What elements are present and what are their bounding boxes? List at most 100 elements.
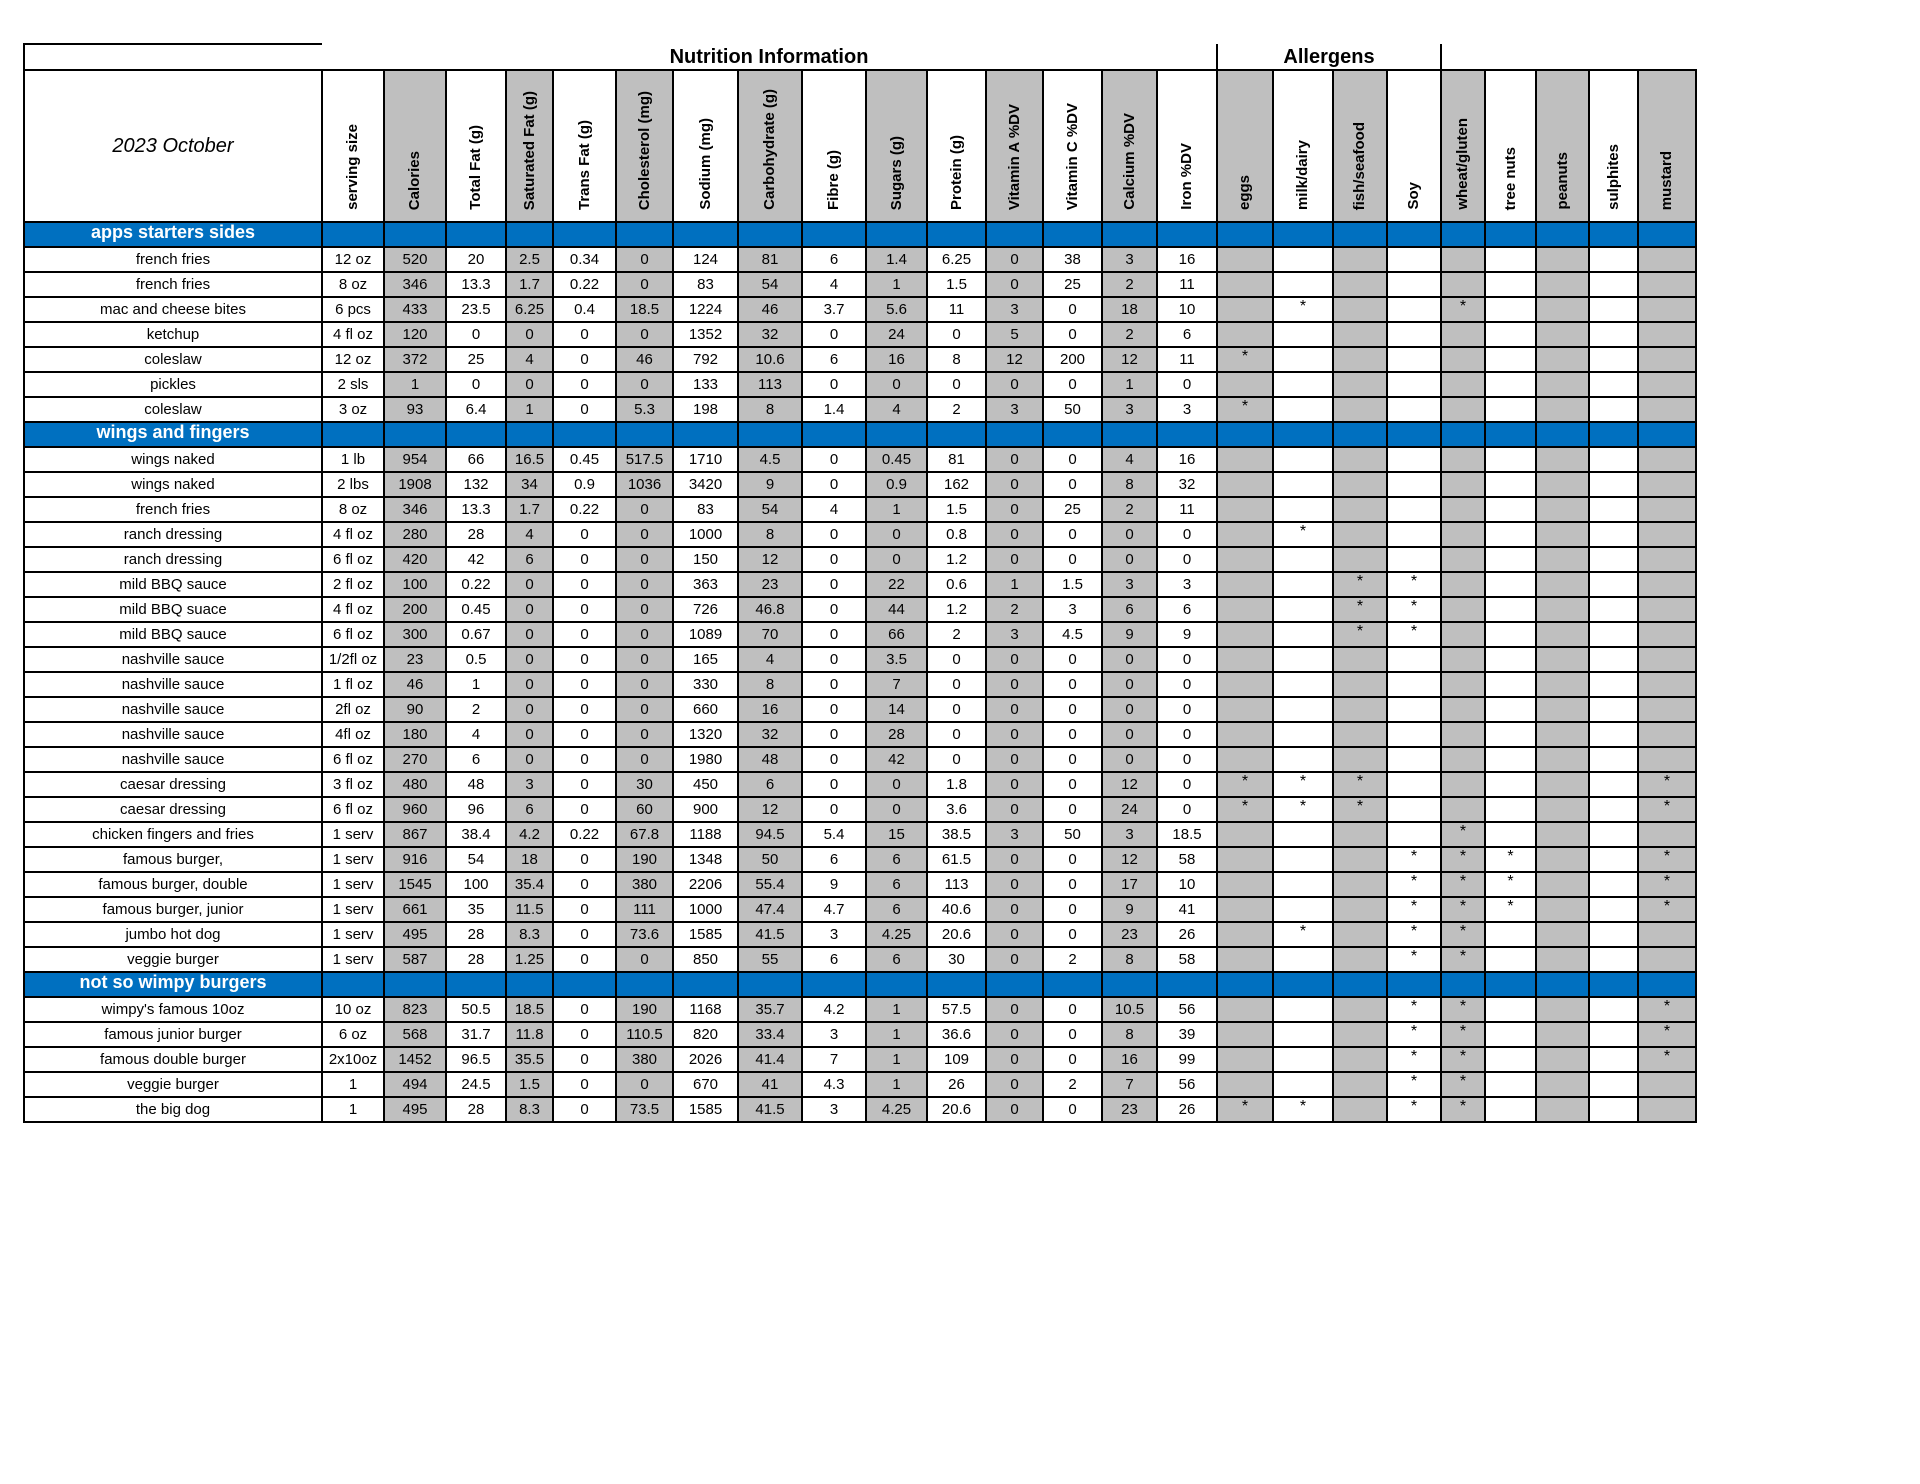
value-cell: 4 (737, 646, 803, 673)
allergen-cell (1216, 921, 1274, 948)
allergen-cell (1484, 696, 1537, 723)
nutrition-sheet: Nutrition Information Allergens 2023 Octob… (23, 43, 1697, 1123)
value-cell: 0 (1042, 521, 1103, 548)
column-header-label: Saturated Fat (g) (520, 90, 538, 210)
value-cell: 495 (383, 1096, 447, 1123)
value-cell: 494 (383, 1071, 447, 1098)
allergen-cell (1535, 596, 1590, 623)
allergen-cell (1535, 721, 1590, 748)
section-cell (321, 421, 385, 448)
value-cell: 198 (672, 396, 739, 423)
section-cell (1535, 221, 1590, 248)
value-cell: 3 fl oz (321, 771, 385, 798)
value-cell: 0.5 (445, 646, 507, 673)
value-cell: 109 (926, 1046, 987, 1073)
allergen-cell (1440, 471, 1486, 498)
value-cell: 0 (926, 371, 987, 398)
table-row: the big dog 1 495 28 8.3 0 73.5 1585 41.5 3 4.25 20… (23, 1096, 1697, 1123)
table-row: nashville sauce 2fl oz 90 2 0 0 0 660 16 0 14 0 0 0 0 0 (23, 696, 1697, 723)
value-cell: 0 (985, 521, 1044, 548)
allergen-cell (1440, 371, 1486, 398)
allergen-cell (1272, 571, 1334, 598)
item-name: nashville sauce (23, 646, 323, 673)
value-cell: 32 (1156, 471, 1218, 498)
value-cell: 6 (445, 746, 507, 773)
allergen-cell (1484, 671, 1537, 698)
value-cell: 20.6 (926, 1096, 987, 1123)
value-cell: 0 (615, 696, 674, 723)
value-cell: 0 (1042, 646, 1103, 673)
value-cell: 1 fl oz (321, 671, 385, 698)
value-cell: 42 (865, 746, 928, 773)
value-cell: 0 (1042, 1021, 1103, 1048)
section-title: apps starters sides (23, 221, 323, 248)
allergen-cell: * (1484, 896, 1537, 923)
allergen-cell (1637, 921, 1697, 948)
allergen-cell (1484, 1046, 1537, 1073)
value-cell: 0 (985, 1021, 1044, 1048)
section-cell (672, 421, 739, 448)
section-cell (1440, 421, 1486, 448)
value-cell: 8 oz (321, 496, 385, 523)
table-row: jumbo hot dog 1 serv 495 28 8.3 0 73.6 1585 41.5… (23, 921, 1697, 948)
value-cell: 10.6 (737, 346, 803, 373)
value-cell: 0 (985, 871, 1044, 898)
value-cell: 1.5 (926, 271, 987, 298)
allergen-cell (1637, 296, 1697, 323)
value-cell: 8 (1101, 1021, 1158, 1048)
value-cell: 0 (801, 571, 867, 598)
value-cell: 0 (505, 721, 554, 748)
allergen-cell (1637, 1096, 1697, 1123)
allergen-cell (1332, 846, 1388, 873)
allergen-cell (1332, 746, 1388, 773)
allergen-cell (1535, 521, 1590, 548)
value-cell: 363 (672, 571, 739, 598)
column-header: Total Fat (g) (445, 69, 507, 223)
value-cell: 380 (615, 1046, 674, 1073)
allergen-cell (1535, 1021, 1590, 1048)
column-header: Sugars (g) (865, 69, 928, 223)
value-cell: 660 (672, 696, 739, 723)
allergen-cell: * (1332, 621, 1388, 648)
value-cell: 1 (865, 1046, 928, 1073)
value-cell: 1/2fl oz (321, 646, 385, 673)
allergen-cell: * (1216, 396, 1274, 423)
value-cell: 6 fl oz (321, 796, 385, 823)
item-name: ranch dressing (23, 521, 323, 548)
item-name: wings naked (23, 446, 323, 473)
value-cell: 61.5 (926, 846, 987, 873)
allergen-cell (1535, 1071, 1590, 1098)
allergen-cell (1386, 271, 1442, 298)
section-cell (1637, 421, 1697, 448)
allergen-cell (1332, 1071, 1388, 1098)
column-header: Protein (g) (926, 69, 987, 223)
allergen-cell (1588, 546, 1639, 573)
value-cell: 2 (926, 396, 987, 423)
item-name: french fries (23, 271, 323, 298)
section-cell (1156, 971, 1218, 998)
value-cell: 0 (926, 746, 987, 773)
value-cell: 3 (801, 921, 867, 948)
allergen-cell (1216, 646, 1274, 673)
value-cell: 46 (615, 346, 674, 373)
value-cell: 0 (552, 571, 617, 598)
value-cell: 0 (552, 596, 617, 623)
allergen-cell (1440, 271, 1486, 298)
allergen-cell (1440, 696, 1486, 723)
value-cell: 0 (552, 796, 617, 823)
value-cell: 30 (615, 771, 674, 798)
value-cell: 0 (552, 621, 617, 648)
table-row: famous burger, double 1 serv 1545 100 35.4 0 3… (23, 871, 1697, 898)
allergen-cell (1588, 671, 1639, 698)
value-cell: 180 (383, 721, 447, 748)
table-row: french fries 8 oz 346 13.3 1.7 0.22 0 83 54 4 1 1.5… (23, 271, 1697, 298)
value-cell: 4 fl oz (321, 596, 385, 623)
value-cell: 0 (615, 621, 674, 648)
column-header: peanuts (1535, 69, 1590, 223)
column-header: Calcium %DV (1101, 69, 1158, 223)
item-name: famous burger, junior (23, 896, 323, 923)
value-cell: 0 (615, 371, 674, 398)
value-cell: 0 (801, 671, 867, 698)
allergen-cell (1216, 296, 1274, 323)
value-cell: 0.22 (445, 571, 507, 598)
